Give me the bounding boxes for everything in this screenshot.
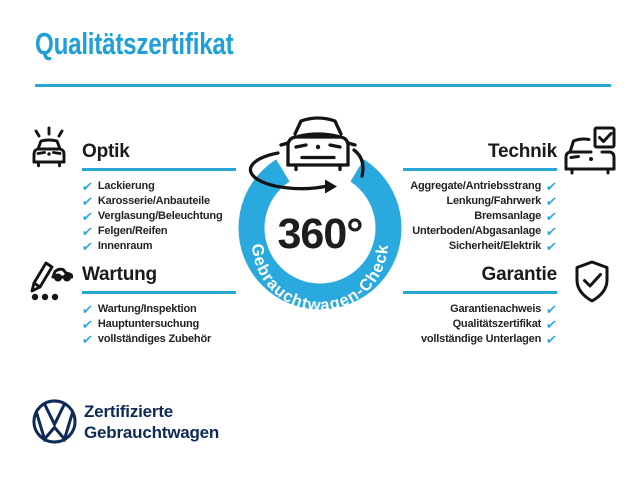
check-icon: ✔	[545, 331, 559, 347]
check-icon: ✔	[80, 223, 94, 239]
checklist-item-label: Unterboden/Abgasanlage	[412, 225, 542, 237]
checklist-item-label: Hauptuntersuchung	[97, 318, 200, 330]
section-divider	[82, 168, 236, 171]
checklist-item: ✔ Qualitätszertifikat	[452, 316, 559, 332]
ring-notch	[250, 116, 390, 232]
check-icon: ✔	[80, 193, 94, 209]
check-icon: ✔	[545, 208, 559, 224]
checklist-item-label: Innenraum	[97, 240, 153, 252]
service-checklist-icon	[30, 261, 73, 301]
ring-label: Gebrauchtwagen-Check	[248, 243, 392, 315]
section-title-garantie: Garantie	[481, 264, 558, 285]
check-icon: ✔	[545, 178, 559, 194]
checklist-item: ✔ Sicherheit/Elektrik	[448, 238, 559, 254]
section-optik: Optik ✔ Lackierung ✔ Karosserie/Anbauteile ✔…	[80, 141, 236, 254]
checklist-item-label: Lenkung/Fahrwerk	[446, 195, 542, 207]
checklist-item-label: Lackierung	[97, 180, 155, 192]
checklist-item-label: Qualitätszertifikat	[452, 318, 542, 330]
title-divider	[35, 84, 611, 87]
check-icon: ✔	[545, 223, 559, 239]
checklist-item-label: vollständige Unterlagen	[421, 333, 542, 345]
checklist-garantie: ✔ Garantienachweis ✔ Qualitätszertifikat ✔ vo…	[421, 301, 559, 347]
section-wartung: Wartung ✔ Wartung/Inspektion ✔ Hauptuntersu…	[80, 264, 236, 347]
section-divider	[82, 291, 236, 294]
check-icon: ✔	[545, 238, 559, 254]
checklist-item-label: Garantienachweis	[450, 303, 542, 315]
checklist-item: ✔ Bremsanlage	[474, 208, 559, 224]
shield-check-icon	[575, 260, 609, 303]
check-icon: ✔	[80, 238, 94, 254]
checklist-optik: ✔ Lackierung ✔ Karosserie/Anbauteile ✔ Vergla…	[80, 178, 223, 254]
checklist-item: ✔ Karosserie/Anbauteile	[80, 193, 210, 209]
checklist-item-label: Wartung/Inspektion	[97, 303, 197, 315]
checklist-item: ✔ Lenkung/Fahrwerk	[446, 193, 559, 209]
check-icon: ✔	[545, 301, 559, 317]
checklist-item: ✔ Hauptuntersuchung	[80, 316, 200, 332]
car-checkbox-icon	[564, 126, 616, 175]
check-icon: ✔	[80, 208, 94, 224]
checklist-item: ✔ Unterboden/Abgasanlage	[412, 223, 559, 239]
checklist-item: ✔ Verglasung/Beleuchtung	[80, 208, 223, 224]
checklist-item-label: Karosserie/Anbauteile	[97, 195, 210, 207]
section-title-wartung: Wartung	[82, 264, 157, 285]
footer-line1: Zertifizierte	[84, 402, 174, 421]
checklist-item-label: Bremsanlage	[474, 210, 542, 222]
checklist-item: ✔ Garantienachweis	[450, 301, 559, 317]
section-divider	[403, 168, 557, 171]
ring-shape	[238, 146, 402, 310]
center-value: 360°	[278, 210, 363, 258]
section-divider	[403, 291, 557, 294]
section-title-optik: Optik	[82, 141, 130, 162]
checklist-item: ✔ Innenraum	[80, 238, 153, 254]
section-garantie: Garantie ✔ Garantienachweis ✔ Qualitätszert…	[403, 264, 559, 347]
check-icon: ✔	[545, 316, 559, 332]
vw-logo	[32, 399, 77, 444]
check-icon: ✔	[80, 178, 94, 194]
checklist-item-label: Felgen/Reifen	[97, 225, 168, 237]
checklist-wartung: ✔ Wartung/Inspektion ✔ Hauptuntersuchung ✔ vo…	[80, 301, 212, 347]
checklist-item: ✔ Lackierung	[80, 178, 155, 194]
page-title: Qualitätszertifikat	[35, 26, 234, 61]
checklist-item-label: Sicherheit/Elektrik	[448, 240, 542, 252]
section-technik: Technik ✔ Aggregate/Antriebsstrang ✔ Lenkun…	[403, 141, 559, 254]
checklist-item-label: Verglasung/Beleuchtung	[97, 210, 223, 222]
check-icon: ✔	[80, 331, 94, 347]
checklist-item: ✔ Felgen/Reifen	[80, 223, 168, 239]
check-icon: ✔	[80, 301, 94, 317]
checklist-item: ✔ vollständige Unterlagen	[421, 331, 559, 347]
check-icon: ✔	[80, 316, 94, 332]
footer-brand-text: Zertifizierte Gebrauchtwagen	[84, 401, 219, 443]
car-rotation-icon	[248, 116, 365, 194]
checklist-technik: ✔ Aggregate/Antriebsstrang ✔ Lenkung/Fahrwe…	[410, 178, 559, 254]
checklist-item-label: vollständiges Zubehör	[97, 333, 212, 345]
section-title-technik: Technik	[488, 141, 557, 162]
checklist-item: ✔ vollständiges Zubehör	[80, 331, 212, 347]
checklist-item: ✔ Aggregate/Antriebsstrang	[410, 178, 559, 194]
checklist-item: ✔ Wartung/Inspektion	[80, 301, 197, 317]
footer-line2: Gebrauchtwagen	[84, 423, 220, 442]
check-icon: ✔	[545, 193, 559, 209]
car-shine-icon	[32, 126, 66, 168]
checklist-item-label: Aggregate/Antriebsstrang	[410, 180, 542, 192]
